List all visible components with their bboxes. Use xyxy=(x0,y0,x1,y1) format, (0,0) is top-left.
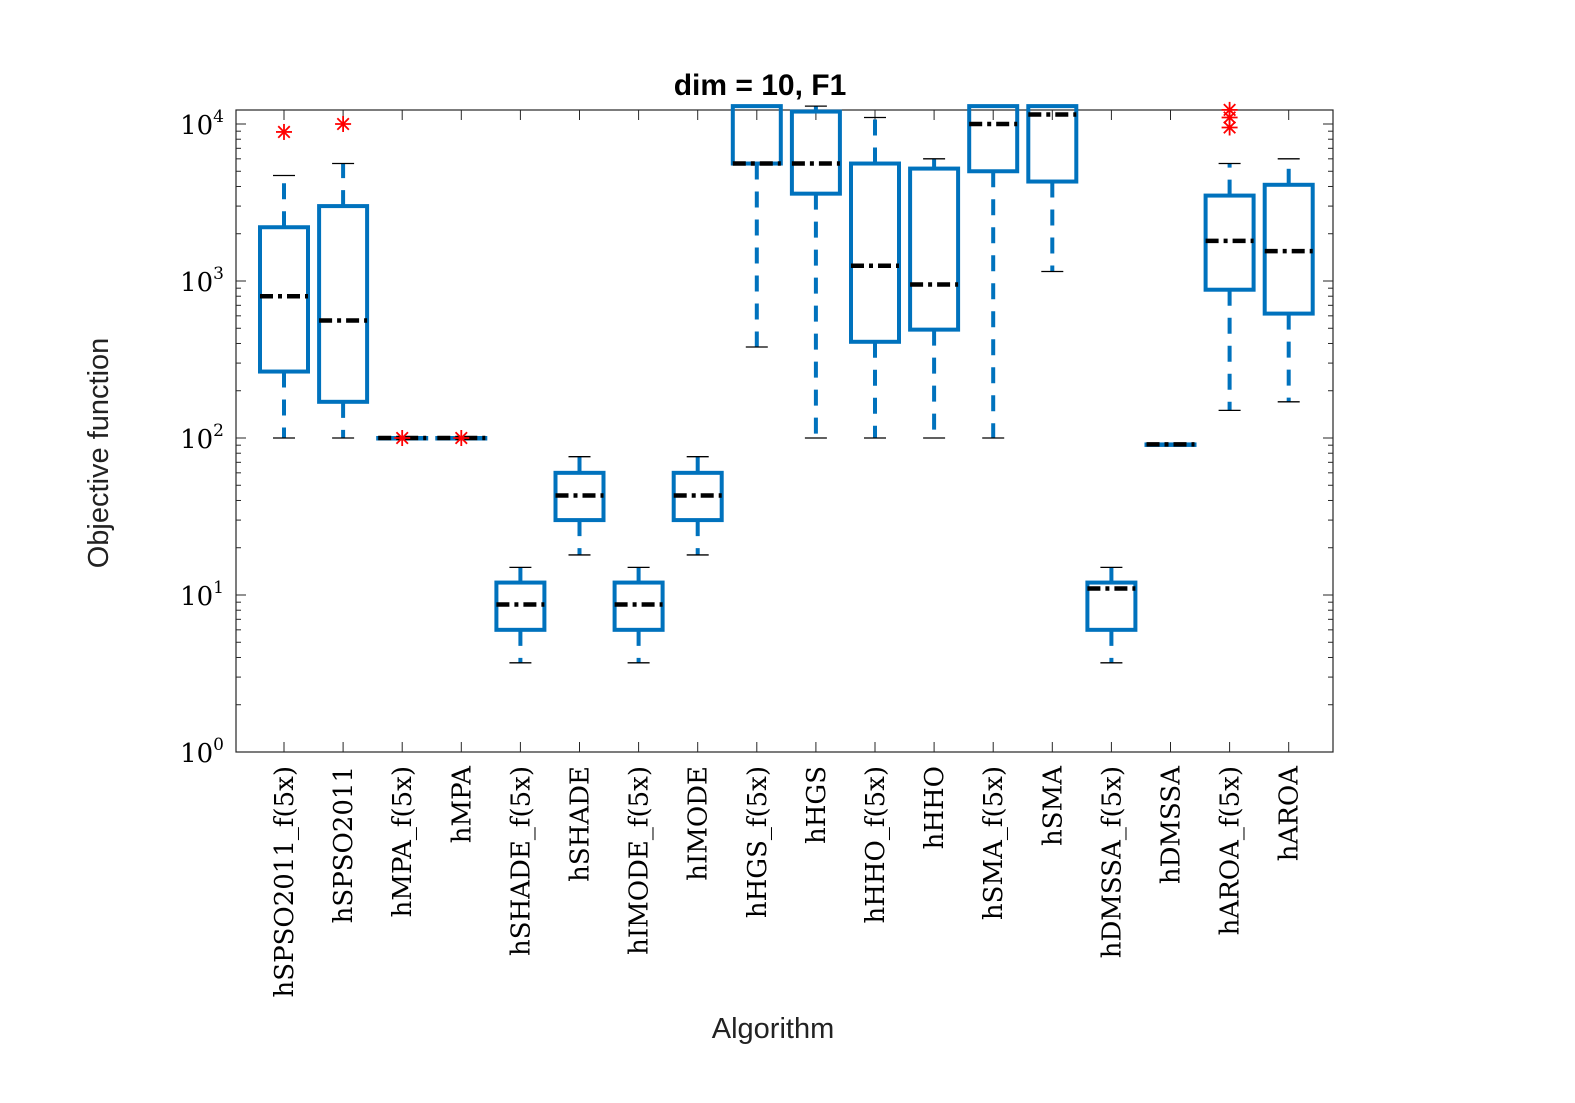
box-hDMSSA_f(5x) xyxy=(1085,566,1138,664)
x-tick-label: hAROA_f(5x) xyxy=(1216,766,1246,935)
box-hHGS_f(5x) xyxy=(730,104,783,348)
y-tick-label: 100 xyxy=(180,735,224,769)
box-hMPA xyxy=(435,430,488,446)
box-rect xyxy=(1026,104,1079,184)
x-tick-label: hHGS_f(5x) xyxy=(743,766,773,918)
box-hSHADE xyxy=(553,456,606,556)
x-tick-label: hHHO_f(5x) xyxy=(861,766,891,924)
x-tick-label: hHHO xyxy=(920,766,950,849)
x-tick-label: hIMODE xyxy=(684,766,714,881)
box-rect xyxy=(908,166,961,332)
x-tick-label: hSHADE xyxy=(566,766,596,882)
x-axis-label: Algorithm xyxy=(712,1013,835,1045)
y-tick-exponent: 2 xyxy=(213,421,224,441)
x-tick-label: hDMSSA_f(5x) xyxy=(1097,766,1127,958)
y-tick-exponent: 1 xyxy=(213,578,224,598)
box-hHHO xyxy=(908,158,961,439)
y-tick-base: 10 xyxy=(180,739,213,769)
y-tick-exponent: 3 xyxy=(213,264,224,284)
box-rect xyxy=(317,204,370,404)
y-tick-label: 101 xyxy=(180,578,224,612)
box-hHHO_f(5x) xyxy=(849,116,901,439)
box-hIMODE_f(5x) xyxy=(612,566,665,664)
box-hAROA xyxy=(1262,158,1315,403)
box-rect xyxy=(849,161,901,344)
box-rect xyxy=(967,104,1020,174)
y-tick-base: 10 xyxy=(180,268,213,298)
x-tick-label: hAROA xyxy=(1275,765,1305,861)
x-tick-label: hSPSO2011_f(5x) xyxy=(270,766,300,997)
y-axis-label: Objective function xyxy=(83,338,115,569)
box-hSMA_f(5x) xyxy=(967,104,1020,439)
box-rect xyxy=(730,104,783,166)
box-hDMSSA xyxy=(1144,442,1197,447)
outlier-marker xyxy=(335,116,352,132)
chart-title: dim = 10, F1 xyxy=(674,69,847,102)
outlier-stroke xyxy=(277,125,291,139)
x-tick-label: hSMA xyxy=(1038,765,1068,846)
outlier-marker xyxy=(453,430,470,446)
outlier-marker xyxy=(394,430,411,446)
box-hIMODE xyxy=(671,456,724,556)
box-hHGS xyxy=(789,105,842,439)
y-tick-exponent: 4 xyxy=(213,107,224,127)
box-hAROA_f(5x) xyxy=(1203,101,1256,412)
outlier-stroke xyxy=(1223,103,1236,117)
outlier-stroke xyxy=(1223,121,1236,134)
outlier-marker xyxy=(1221,101,1238,118)
y-tick-label: 104 xyxy=(180,107,224,141)
x-tick-label: hMPA_f(5x) xyxy=(388,766,418,917)
x-tick-label: hSPSO2011 xyxy=(329,766,359,923)
box-hSPSO2011_f(5x) xyxy=(258,123,310,439)
outlier-stroke xyxy=(336,117,350,131)
plot-frame xyxy=(235,109,1334,753)
box-hSPSO2011 xyxy=(317,116,370,439)
y-tick-base: 10 xyxy=(180,425,213,455)
y-tick-exponent: 0 xyxy=(213,735,224,755)
x-tick-label: hHGS xyxy=(802,766,832,844)
box-rect xyxy=(258,225,310,374)
box-rect xyxy=(1085,580,1138,632)
box-hSHADE_f(5x) xyxy=(494,566,547,664)
x-tick-label: hDMSSA xyxy=(1157,765,1187,884)
y-tick-label: 102 xyxy=(180,421,224,455)
box-hSMA xyxy=(1026,104,1079,273)
x-tick-label: hMPA xyxy=(447,765,477,843)
outlier-marker xyxy=(276,123,292,140)
x-tick-label: hSMA_f(5x) xyxy=(979,766,1009,920)
x-tick-label: hIMODE_f(5x) xyxy=(625,766,655,955)
x-tick-label: hSHADE_f(5x) xyxy=(506,766,536,956)
outlier-stroke xyxy=(454,431,468,445)
y-tick-base: 10 xyxy=(180,582,213,612)
box-rect xyxy=(789,109,842,196)
box-hMPA_f(5x) xyxy=(376,430,429,446)
y-tick-label: 103 xyxy=(180,264,224,298)
outlier-stroke xyxy=(395,431,409,445)
y-tick-base: 10 xyxy=(180,111,213,141)
